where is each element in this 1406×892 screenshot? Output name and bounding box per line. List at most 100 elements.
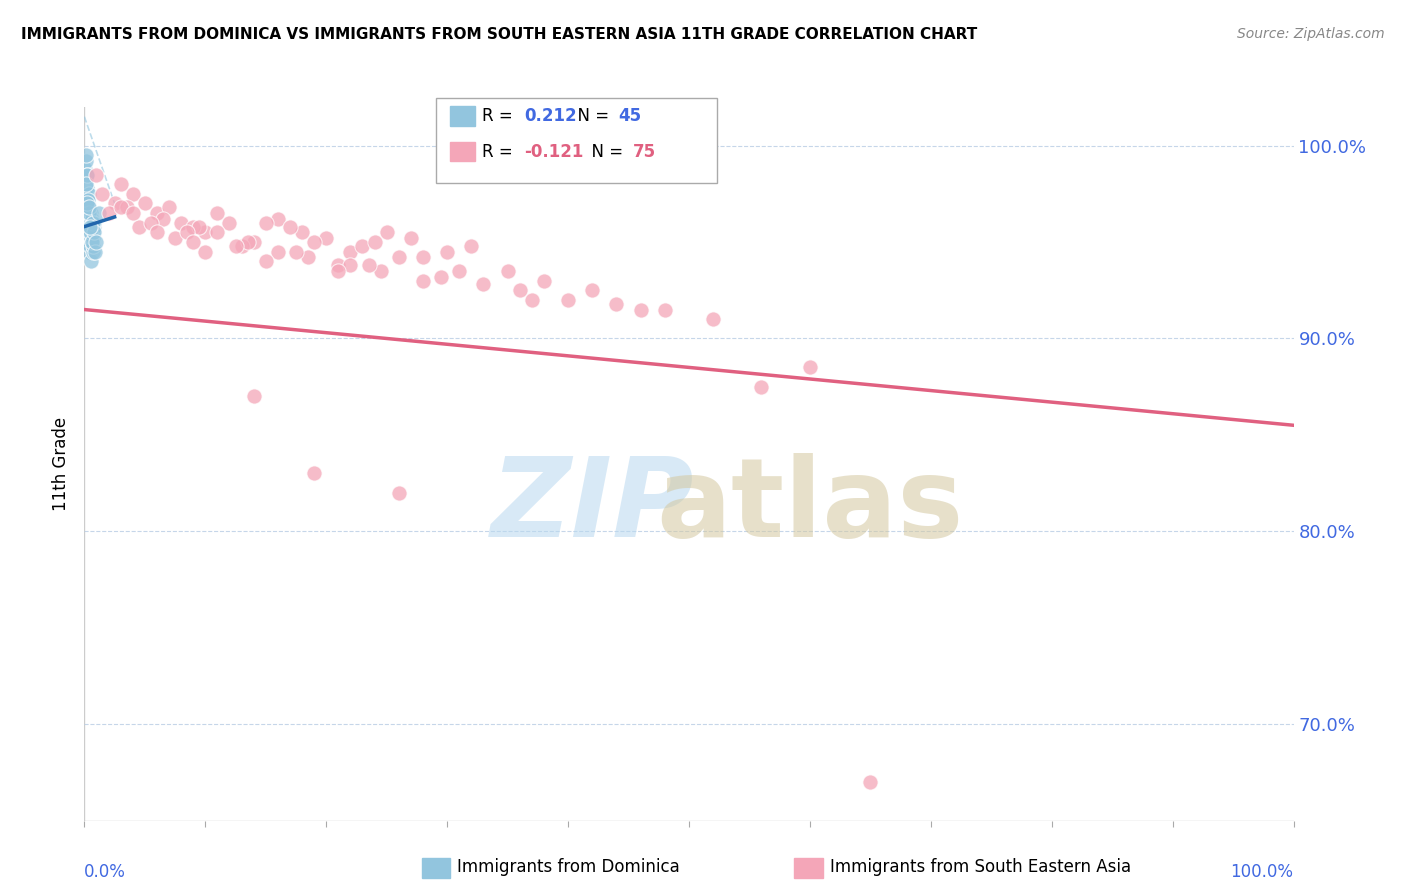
Point (328, 258, 350, 272)
Point (75, 161, 97, 176)
Point (75, 216, 97, 230)
Point (188, 219, 211, 234)
Point (339, 244, 361, 259)
Point (87, 206, 110, 220)
Y-axis label: 11th Grade: 11th Grade (52, 417, 70, 511)
Point (121, 186, 143, 201)
Text: R =: R = (482, 143, 519, 161)
Point (76, 226, 98, 240)
Point (557, 293, 579, 307)
Point (449, 264, 471, 278)
Point (267, 244, 290, 259)
Point (357, 258, 380, 272)
Point (104, 196, 127, 211)
Text: 0.212: 0.212 (524, 107, 576, 125)
Point (146, 206, 169, 220)
Point (146, 226, 169, 240)
Point (267, 211, 290, 226)
Point (110, 200, 132, 214)
Point (194, 244, 217, 259)
Point (75, 154, 97, 169)
Point (207, 226, 229, 240)
Point (80, 254, 103, 268)
Text: -0.121: -0.121 (524, 143, 583, 161)
Point (77, 200, 100, 214)
Point (82, 211, 104, 226)
Point (79, 244, 101, 259)
Text: ZIP: ZIP (491, 453, 695, 560)
Point (77, 219, 100, 234)
Point (91, 186, 114, 201)
Text: Source: ZipAtlas.com: Source: ZipAtlas.com (1237, 27, 1385, 41)
Point (412, 251, 434, 265)
Point (363, 235, 385, 249)
Point (77, 200, 100, 214)
Point (207, 206, 229, 220)
Point (80, 235, 103, 249)
Point (82, 216, 104, 230)
Point (76, 181, 98, 195)
Point (181, 219, 204, 234)
Point (254, 254, 277, 268)
Text: 45: 45 (619, 107, 641, 125)
Point (80, 219, 103, 234)
Point (315, 231, 337, 245)
Point (79, 239, 101, 253)
Point (77, 193, 100, 207)
Point (799, 360, 821, 375)
Text: IMMIGRANTS FROM DOMINICA VS IMMIGRANTS FROM SOUTH EASTERN ASIA 11TH GRADE CORREL: IMMIGRANTS FROM DOMINICA VS IMMIGRANTS F… (21, 27, 977, 42)
Point (152, 211, 174, 226)
Point (751, 380, 773, 394)
Point (702, 312, 724, 326)
Point (80, 235, 103, 249)
Point (115, 200, 138, 214)
Point (285, 244, 308, 259)
Point (86, 168, 108, 182)
Text: N =: N = (567, 107, 614, 125)
Point (76, 196, 98, 211)
Point (194, 226, 217, 240)
Point (581, 283, 603, 297)
Point (77, 211, 100, 226)
Point (79, 226, 101, 240)
Point (139, 216, 162, 230)
Point (76, 206, 98, 220)
Text: 100.0%: 100.0% (1230, 863, 1294, 881)
Point (231, 239, 253, 253)
Point (82, 239, 104, 253)
Point (533, 274, 555, 288)
Point (399, 231, 422, 245)
Point (496, 264, 519, 278)
Point (165, 231, 187, 245)
Point (77, 186, 100, 201)
Point (76, 168, 98, 182)
Point (218, 216, 240, 230)
Point (181, 235, 204, 249)
Text: R =: R = (482, 107, 519, 125)
Point (82, 244, 104, 259)
Point (472, 277, 495, 292)
Point (236, 235, 259, 249)
Point (80, 231, 103, 245)
Point (128, 219, 150, 234)
Point (82, 231, 104, 245)
Text: atlas: atlas (657, 453, 963, 560)
Point (121, 206, 143, 220)
Point (110, 177, 132, 191)
Point (388, 485, 411, 500)
Point (79, 206, 101, 220)
Point (73, 186, 96, 201)
Point (436, 244, 458, 259)
Point (242, 389, 264, 403)
Point (75, 148, 97, 162)
Point (77, 235, 100, 249)
Point (242, 235, 264, 249)
Point (254, 216, 277, 230)
Point (83, 216, 105, 230)
Point (225, 239, 247, 253)
Point (134, 196, 156, 211)
Point (86, 235, 108, 249)
Point (278, 219, 301, 234)
Point (97, 206, 120, 220)
Point (352, 239, 374, 253)
